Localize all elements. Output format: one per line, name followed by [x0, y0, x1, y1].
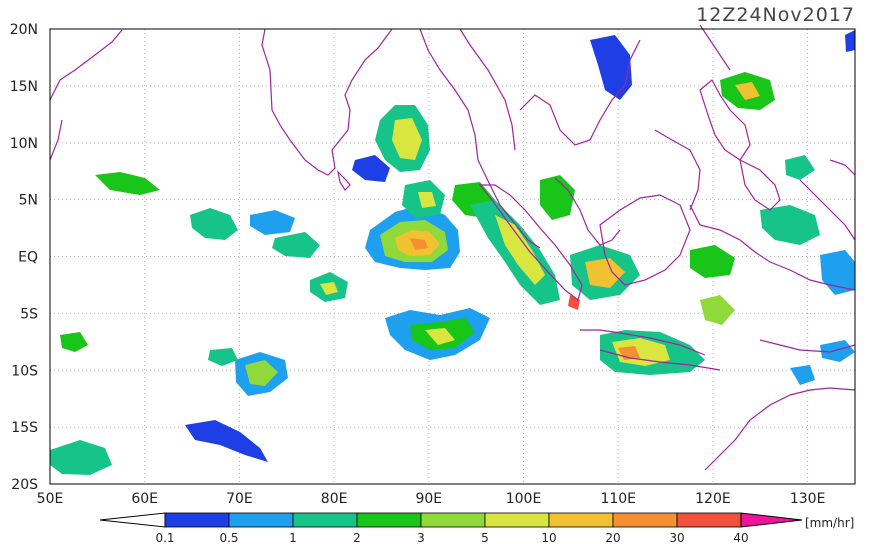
lat-label: 20N	[10, 22, 38, 38]
colorbar-tick-label: 2	[353, 531, 361, 544]
colorbar-tick-label: 20	[605, 531, 620, 544]
colorbar-tick-label: 5	[481, 531, 489, 544]
colorbar-tick-label: 10	[541, 531, 556, 544]
colorbar-under-triangle	[99, 512, 166, 528]
lat-label: 10N	[10, 136, 38, 152]
colorbar: 0.1 0.5 1 2 3 5 10 20 30 40	[99, 512, 803, 544]
colorbar-swatch	[356, 512, 422, 528]
lat-label: 5N	[19, 193, 38, 209]
lon-label: 50E	[37, 491, 64, 507]
coastlines	[49, 24, 856, 471]
lon-label: 70E	[226, 491, 253, 507]
colorbar-tick-label: 0.5	[219, 531, 238, 544]
lon-label: 110E	[600, 491, 636, 507]
colorbar-swatch	[292, 512, 358, 528]
lon-label: 130E	[790, 491, 826, 507]
lat-label: 15S	[11, 420, 38, 436]
lon-label: 90E	[415, 491, 442, 507]
lat-label: EQ	[18, 250, 38, 266]
colorbar-swatch	[228, 512, 294, 528]
colorbar-over-triangle	[740, 512, 803, 528]
colorbar-swatch	[420, 512, 486, 528]
colorbar-unit: [mm/hr]	[805, 516, 854, 530]
lon-label: 60E	[131, 491, 158, 507]
colorbar-tick-label: 40	[733, 531, 748, 544]
longitude-axis: 50E 60E 70E 80E 90E 100E 110E 120E 130E	[37, 491, 826, 507]
colorbar-swatch	[484, 512, 550, 528]
lon-label: 100E	[506, 491, 542, 507]
lon-label: 80E	[321, 491, 348, 507]
precipitation-field	[50, 30, 855, 475]
colorbar-tick-label: 30	[669, 531, 684, 544]
map-title: 12Z24Nov2017	[696, 4, 855, 26]
latitude-axis: 20N 15N 10N 5N EQ 5S 10S 15S 20S	[10, 22, 38, 493]
colorbar-tick-label: 0.1	[155, 531, 174, 544]
lat-label: 15N	[10, 79, 38, 95]
lat-label: 5S	[20, 306, 38, 322]
colorbar-swatch	[164, 512, 230, 528]
lon-label: 120E	[695, 491, 731, 507]
colorbar-swatch	[612, 512, 678, 528]
colorbar-swatch	[676, 512, 742, 528]
colorbar-tick-label: 1	[289, 531, 297, 544]
lat-label: 20S	[11, 477, 38, 493]
lat-label: 10S	[11, 363, 38, 379]
map-panel	[49, 24, 856, 485]
colorbar-tick-label: 3	[417, 531, 425, 544]
colorbar-swatch	[548, 512, 614, 528]
